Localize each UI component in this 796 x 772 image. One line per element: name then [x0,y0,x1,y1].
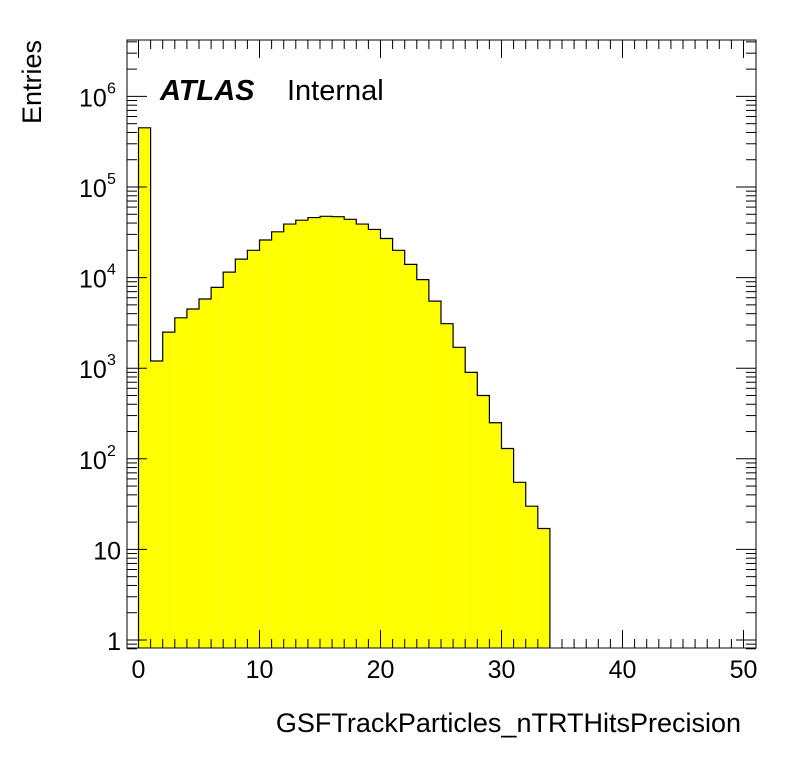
histogram-bin [223,272,236,648]
x-tick-label: 10 [246,656,274,684]
x-tick-label: 0 [132,656,146,684]
histogram-bin [428,301,441,648]
histogram-bin [368,229,381,649]
y-tick-label: 10 [79,447,107,475]
y-tick-label: 10 [79,175,107,203]
histogram-bin [307,217,320,648]
histogram-bin [392,250,405,649]
histogram-bin [356,224,369,648]
y-tick-label: 10 [79,84,107,112]
histogram-bin [404,264,417,648]
y-tick-label: 10 [93,537,121,565]
x-axis-title: GSFTrackParticles_nTRTHitsPrecision [276,708,741,738]
x-tick-label: 30 [488,656,516,684]
histogram-bin [489,422,502,648]
histogram-bin [416,279,429,648]
histogram-bin [174,317,187,648]
atlas-label: ATLAS [159,75,255,107]
histogram-outline [137,127,551,648]
histogram-bin [320,216,333,648]
internal-label: Internal [287,75,384,107]
histogram-bin [525,506,538,648]
y-tick-exponent: 2 [107,443,116,460]
y-axis-title: Entries [17,40,47,124]
x-tick-label: 40 [609,656,637,684]
histogram-bin [295,220,308,648]
histogram-bin [138,127,151,648]
histogram-bars [137,127,551,649]
histogram-bin [441,323,454,648]
histogram-bin [283,224,296,648]
y-tick-label: 10 [79,356,107,384]
histogram-bin [199,299,212,648]
histogram-bin [477,395,490,648]
histogram-bin [150,361,163,648]
histogram-bin [501,448,514,648]
histogram-bin [211,287,224,648]
y-tick-exponent: 6 [107,80,116,97]
histogram-bin [271,231,284,648]
y-tick-label: 1 [107,628,121,656]
y-tick-exponent: 3 [107,352,116,369]
y-tick-label: 10 [79,266,107,294]
histogram-bin [186,309,199,648]
histogram-bin [247,250,260,649]
histogram-bin [380,238,393,649]
x-tick-label: 50 [730,656,758,684]
histogram-bin [537,528,550,648]
axis-ticks [127,40,756,650]
histogram-bin [235,259,248,648]
histogram-bin [465,372,478,648]
histogram-bin [513,482,526,648]
histogram-bin [162,332,175,648]
x-tick-label: 20 [367,656,395,684]
y-tick-exponent: 4 [107,262,116,279]
y-tick-exponent: 5 [107,171,116,188]
histogram-bin [332,216,345,648]
histogram-bin [453,347,466,648]
histogram-bin [344,219,357,648]
histogram-bin [259,240,272,648]
